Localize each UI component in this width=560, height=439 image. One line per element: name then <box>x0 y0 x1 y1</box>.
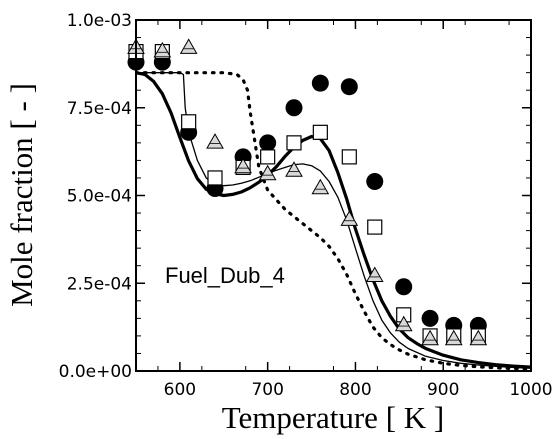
square-point <box>207 170 223 186</box>
x-tick-label: 700 <box>251 380 283 400</box>
x-tick-label: 600 <box>164 380 196 400</box>
curve-dotted <box>136 71 531 371</box>
circle-point <box>421 309 439 327</box>
y-tick-label: 2.5e-04 <box>67 274 132 294</box>
square-point <box>181 114 197 130</box>
circle-point <box>285 99 303 117</box>
square-point <box>260 149 276 165</box>
tick-labels: 600 700 800 900 1000 0.0e+00 2.5e-04 5.0e-04 7.5… <box>59 11 553 400</box>
circle-point <box>340 78 358 96</box>
triangle-point <box>234 157 252 174</box>
square-point <box>367 219 383 235</box>
triangle-point <box>258 164 277 181</box>
triangle-point <box>206 133 224 149</box>
y-tick-label: 1.0e-03 <box>67 11 132 31</box>
triangle-point <box>469 329 488 346</box>
triangle-point <box>421 329 439 346</box>
experimental-markers <box>127 38 488 346</box>
model-curves <box>136 71 531 371</box>
x-tick-label: 1000 <box>509 380 552 400</box>
curve-thick-solid <box>136 71 531 369</box>
circle-point <box>395 278 413 296</box>
y-tick-label: 7.5e-04 <box>67 99 132 119</box>
triangle-point <box>365 266 384 283</box>
triangle-point <box>444 329 463 346</box>
triangle-point <box>340 210 359 226</box>
square-point <box>286 135 302 151</box>
y-tick-label: 5.0e-04 <box>67 187 132 207</box>
y-axis-title: Mole fraction [ - ] <box>4 83 39 307</box>
y-tick-label: 0.0e+00 <box>59 362 132 382</box>
plot-frame <box>135 19 532 372</box>
curve-thin-solid <box>136 72 531 369</box>
triangle-point <box>179 38 198 54</box>
triangle-point <box>311 178 330 195</box>
annotation-label: Fuel_Dub_4 <box>165 263 285 288</box>
triangle-point <box>153 41 172 58</box>
triangle-point <box>285 161 303 177</box>
circle-point <box>259 134 277 152</box>
triangle-point <box>394 315 413 332</box>
square-point <box>312 124 328 140</box>
circle-point <box>311 74 329 92</box>
circle-point <box>366 172 384 190</box>
x-tick-label: 900 <box>427 380 459 400</box>
square-point <box>341 149 357 165</box>
x-tick-label: 800 <box>339 380 371 400</box>
x-axis-title: Temperature [ K ] <box>222 400 444 435</box>
